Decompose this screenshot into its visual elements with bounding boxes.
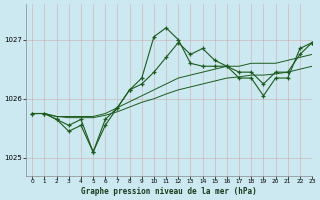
- X-axis label: Graphe pression niveau de la mer (hPa): Graphe pression niveau de la mer (hPa): [81, 187, 257, 196]
